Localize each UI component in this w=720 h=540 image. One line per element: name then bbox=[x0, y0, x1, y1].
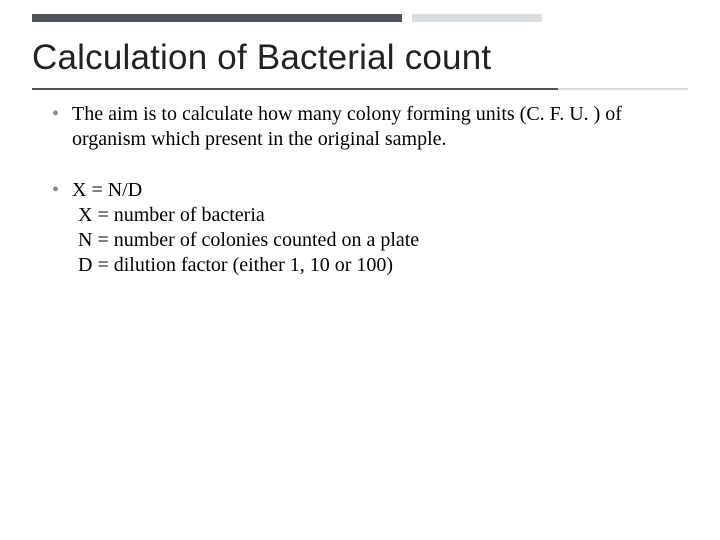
bullet-1: The aim is to calculate how many colony … bbox=[50, 102, 670, 152]
sub-line-2: N = number of colonies counted on a plat… bbox=[78, 228, 670, 253]
top-rule-light bbox=[412, 14, 542, 22]
slide: Calculation of Bacterial count The aim i… bbox=[0, 0, 720, 540]
bullet-2: X = N/D X = number of bacteria N = numbe… bbox=[50, 178, 670, 278]
sub-line-3: D = dilution factor (either 1, 10 or 100… bbox=[78, 253, 670, 278]
sub-line-1: X = number of bacteria bbox=[78, 203, 670, 228]
title-underline-light bbox=[558, 88, 688, 90]
top-rule-dark bbox=[32, 14, 402, 22]
content-area: The aim is to calculate how many colony … bbox=[50, 102, 670, 304]
bullet-1-text: The aim is to calculate how many colony … bbox=[72, 103, 622, 150]
bullet-2-text: X = N/D bbox=[72, 179, 142, 201]
bullet-2-sub: X = number of bacteria N = number of col… bbox=[78, 203, 670, 278]
top-rule bbox=[32, 14, 688, 22]
slide-title: Calculation of Bacterial count bbox=[32, 38, 491, 78]
